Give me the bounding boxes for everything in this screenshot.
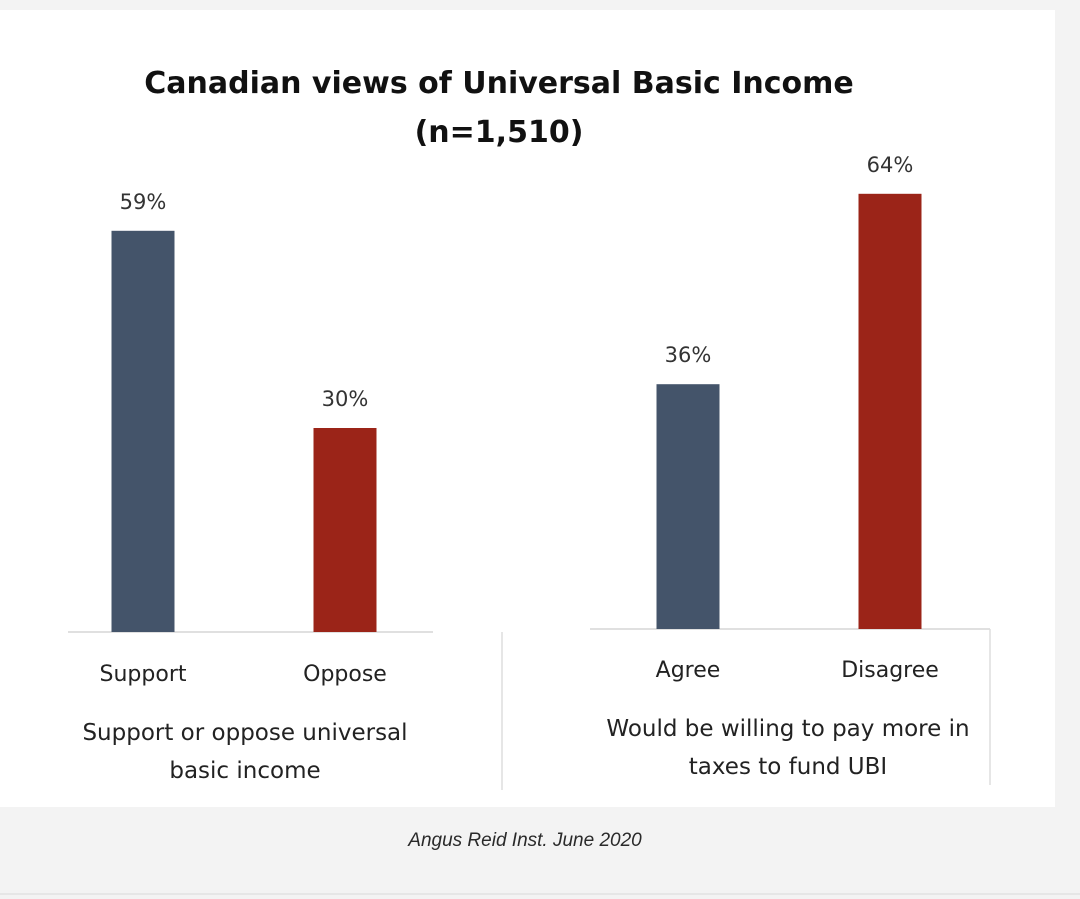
chart-subtitle: (n=1,510) <box>415 115 584 150</box>
value-label: 64% <box>867 153 914 177</box>
category-label: Disagree <box>841 658 939 683</box>
chart-title: Canadian views of Universal Basic Income <box>144 66 854 101</box>
source-caption: Angus Reid Inst. June 2020 <box>408 830 642 851</box>
bottom-rule <box>0 893 1080 895</box>
bar-oppose <box>313 428 377 632</box>
category-label: Support <box>100 662 187 687</box>
panel-caption-line: basic income <box>169 758 320 784</box>
category-label: Agree <box>656 658 721 683</box>
value-label: 36% <box>665 343 712 367</box>
value-label: 30% <box>322 387 369 411</box>
bar-disagree <box>858 193 922 630</box>
bar-agree <box>656 384 720 629</box>
panel-support-oppose: Support or oppose universal basic income… <box>68 190 433 784</box>
value-label: 59% <box>120 190 167 214</box>
panel-caption-line: taxes to fund UBI <box>689 754 887 780</box>
panel-caption-line: Support or oppose universal <box>82 720 407 746</box>
category-label: Oppose <box>303 662 387 687</box>
panel-pay-taxes: Would be willing to pay more in taxes to… <box>590 153 991 785</box>
bar-support <box>111 230 175 633</box>
panel-caption-line: Would be willing to pay more in <box>606 716 969 742</box>
